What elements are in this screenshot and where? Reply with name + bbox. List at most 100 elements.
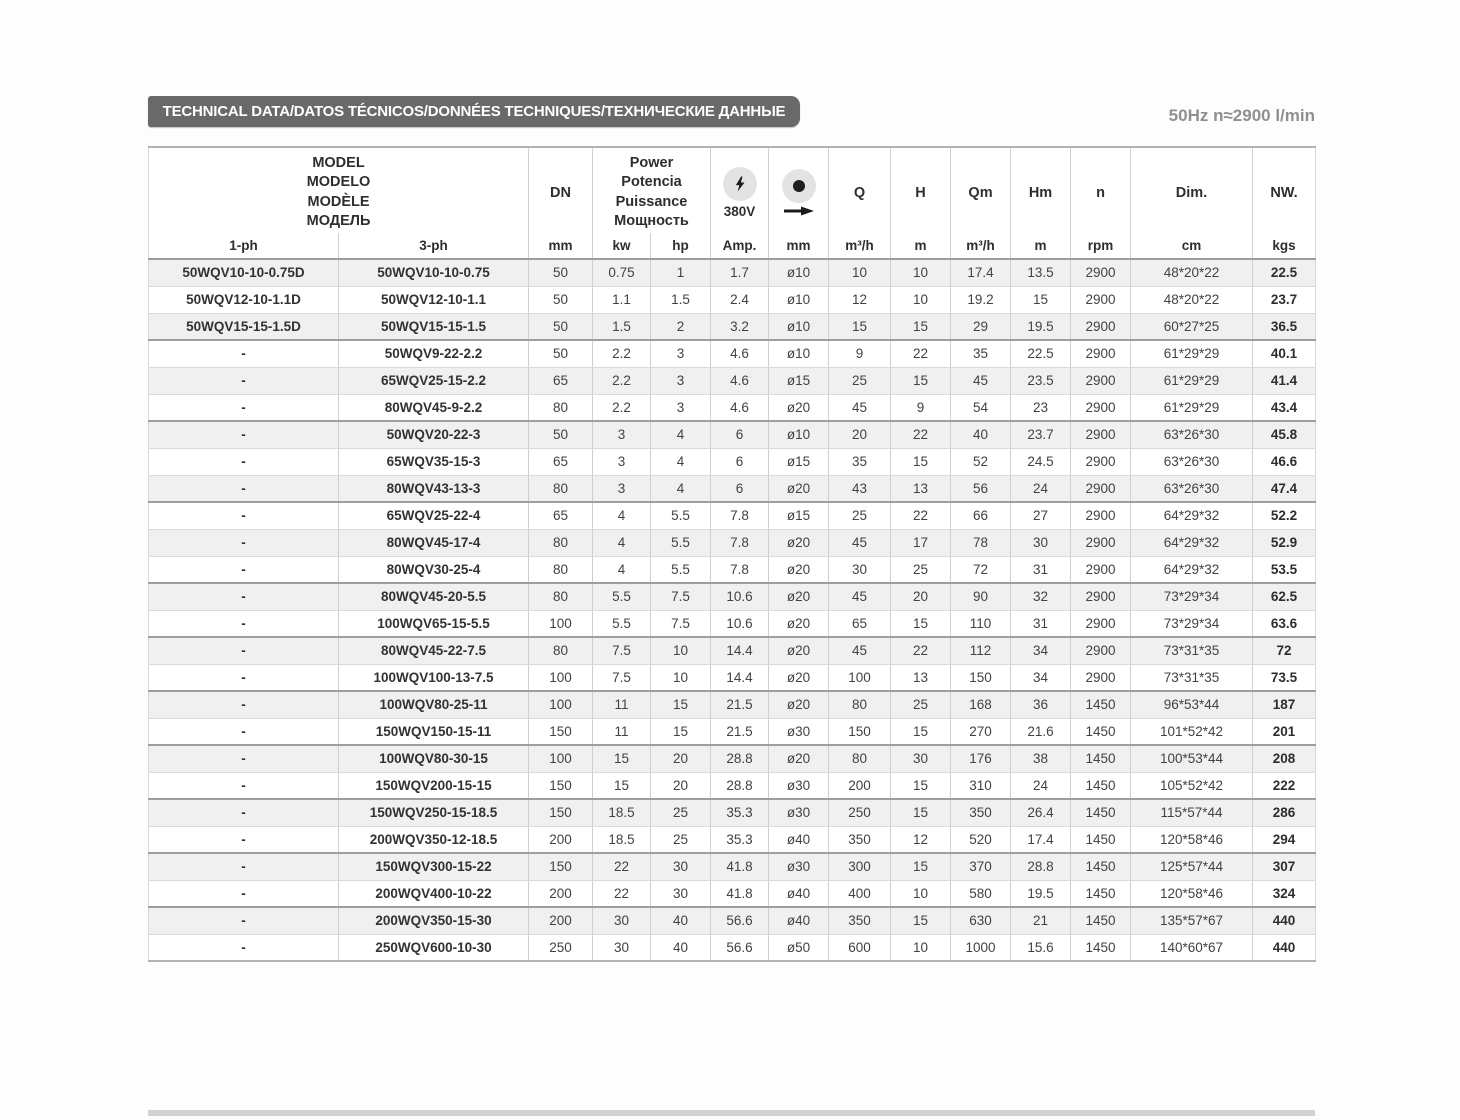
data-cell: ø15 xyxy=(768,448,829,476)
data-cell: 20 xyxy=(650,772,711,800)
units-row: 1-ph 3-ph mm kw hp Amp. mm m³/h m m³/h m rpm cm kgs xyxy=(148,233,1316,260)
model-1ph-cell: 50WQV10-10-0.75D xyxy=(148,259,339,287)
data-cell: 2900 xyxy=(1070,448,1131,476)
table-row: -80WQV43-13-3 80 3 4 6 ø20 43 13 56 24 2900 63*26*3… xyxy=(148,475,1316,503)
data-cell: 15 xyxy=(890,448,951,476)
data-cell: 35 xyxy=(950,340,1011,368)
data-cell: 100 xyxy=(528,664,593,692)
data-cell: 45 xyxy=(828,394,891,422)
data-cell: 64*29*32 xyxy=(1130,529,1253,557)
model-3ph-cell: 80WQV30-25-4 xyxy=(337,556,529,584)
model-3ph-cell: 100WQV100-13-7.5 xyxy=(337,664,529,692)
power-header: Power Potencia Puissance Мощность xyxy=(592,147,711,233)
data-cell: 63.6 xyxy=(1252,610,1316,638)
data-cell: 35.3 xyxy=(710,799,769,827)
data-cell: 43.4 xyxy=(1252,394,1316,422)
data-cell: ø30 xyxy=(768,853,829,881)
model-3ph-cell: 150WQV250-15-18.5 xyxy=(337,799,529,827)
data-cell: 28.8 xyxy=(710,772,769,800)
data-cell: 41.4 xyxy=(1252,367,1316,395)
data-cell: 1450 xyxy=(1070,691,1131,719)
data-cell: 63*26*30 xyxy=(1130,475,1253,503)
data-cell: 5.5 xyxy=(650,556,711,584)
table-row: -80WQV45-17-4 80 4 5.5 7.8 ø20 45 17 78 30 2900 64*… xyxy=(148,529,1316,557)
data-cell: 200 xyxy=(528,907,593,935)
lightning-bolt-icon xyxy=(722,166,757,201)
data-cell: 1.7 xyxy=(710,259,769,287)
data-cell: 15 xyxy=(828,313,891,341)
model-3ph-cell: 150WQV300-15-22 xyxy=(337,853,529,881)
data-cell: 10 xyxy=(650,637,711,665)
data-cell: 120*58*46 xyxy=(1130,880,1253,908)
data-cell: 10 xyxy=(890,286,951,314)
data-cell: 7.8 xyxy=(710,556,769,584)
data-cell: 22.5 xyxy=(1010,340,1071,368)
model-3ph-cell: 80WQV43-13-3 xyxy=(337,475,529,503)
data-cell: 1000 xyxy=(950,934,1011,962)
data-cell: 2900 xyxy=(1070,313,1131,341)
table-row: -65WQV35-15-3 65 3 4 6 ø15 35 15 52 24.5 2900 63*26… xyxy=(148,448,1316,476)
data-cell: 52.2 xyxy=(1252,502,1316,530)
data-cell: 250 xyxy=(828,799,891,827)
data-cell: 13 xyxy=(890,664,951,692)
model-3ph-cell: 50WQV20-22-3 xyxy=(337,421,529,449)
data-cell: 270 xyxy=(950,718,1011,746)
data-cell: 72 xyxy=(1252,637,1316,665)
data-cell: 105*52*42 xyxy=(1130,772,1253,800)
data-cell: ø40 xyxy=(768,826,829,854)
model-1ph-cell: - xyxy=(148,772,339,800)
data-cell: 56.6 xyxy=(710,934,769,962)
power-header-line: Puissance xyxy=(615,193,688,210)
data-cell: 56 xyxy=(950,475,1011,503)
dim-header: Dim. xyxy=(1130,147,1253,233)
hm-header: Hm xyxy=(1010,147,1071,233)
data-cell: 45 xyxy=(828,583,891,611)
data-cell: 15 xyxy=(650,691,711,719)
data-cell: 15 xyxy=(890,772,951,800)
table-row: -65WQV25-15-2.2 65 2.2 3 4.6 ø15 25 15 45 23.5 290… xyxy=(148,367,1316,395)
data-cell: 150 xyxy=(528,853,593,881)
data-cell: 80 xyxy=(528,394,593,422)
data-cell: 150 xyxy=(528,799,593,827)
data-cell: 10 xyxy=(890,880,951,908)
data-cell: 2900 xyxy=(1070,583,1131,611)
data-cell: 630 xyxy=(950,907,1011,935)
unit-label: 1-ph xyxy=(148,233,339,260)
data-cell: 324 xyxy=(1252,880,1316,908)
model-3ph-cell: 50WQV15-15-1.5 xyxy=(337,313,529,341)
data-cell: 65 xyxy=(828,610,891,638)
data-cell: 36.5 xyxy=(1252,313,1316,341)
data-cell: 60*27*25 xyxy=(1130,313,1253,341)
model-1ph-cell: - xyxy=(148,799,339,827)
table-row: -65WQV25-22-4 65 4 5.5 7.8 ø15 25 22 66 27 2900 64*… xyxy=(148,502,1316,530)
data-cell: 19.5 xyxy=(1010,880,1071,908)
data-cell: 100 xyxy=(828,664,891,692)
model-1ph-cell: - xyxy=(148,934,339,962)
solid-particle-dot xyxy=(792,180,805,192)
data-cell: 310 xyxy=(950,772,1011,800)
unit-label: rpm xyxy=(1070,233,1131,260)
data-cell: 300 xyxy=(828,853,891,881)
data-cell: 22 xyxy=(592,880,651,908)
data-cell: 1450 xyxy=(1070,826,1131,854)
data-cell: 7.8 xyxy=(710,502,769,530)
data-cell: 45 xyxy=(950,367,1011,395)
data-cell: 7.5 xyxy=(650,610,711,638)
data-cell: 101*52*42 xyxy=(1130,718,1253,746)
model-1ph-cell: - xyxy=(148,610,339,638)
model-3ph-cell: 50WQV12-10-1.1 xyxy=(337,286,529,314)
unit-label: m³/h xyxy=(828,233,891,260)
data-cell: 3 xyxy=(592,475,651,503)
model-3ph-cell: 80WQV45-17-4 xyxy=(337,529,529,557)
data-cell: 80 xyxy=(528,583,593,611)
table-row: 50WQV10-10-0.75D 50WQV10-10-0.75 50 0.75 1 1.… xyxy=(148,259,1316,287)
data-cell: 1.5 xyxy=(592,313,651,341)
data-cell: ø40 xyxy=(768,907,829,935)
data-cell: 12 xyxy=(828,286,891,314)
table-row: -50WQV20-22-3 50 3 4 6 ø10 20 22 40 23.7 2900 63*26… xyxy=(148,421,1316,449)
data-cell: 11 xyxy=(592,691,651,719)
data-cell: 23.7 xyxy=(1252,286,1316,314)
data-cell: 135*57*67 xyxy=(1130,907,1253,935)
data-cell: 1450 xyxy=(1070,772,1131,800)
n-header: n xyxy=(1070,147,1131,233)
